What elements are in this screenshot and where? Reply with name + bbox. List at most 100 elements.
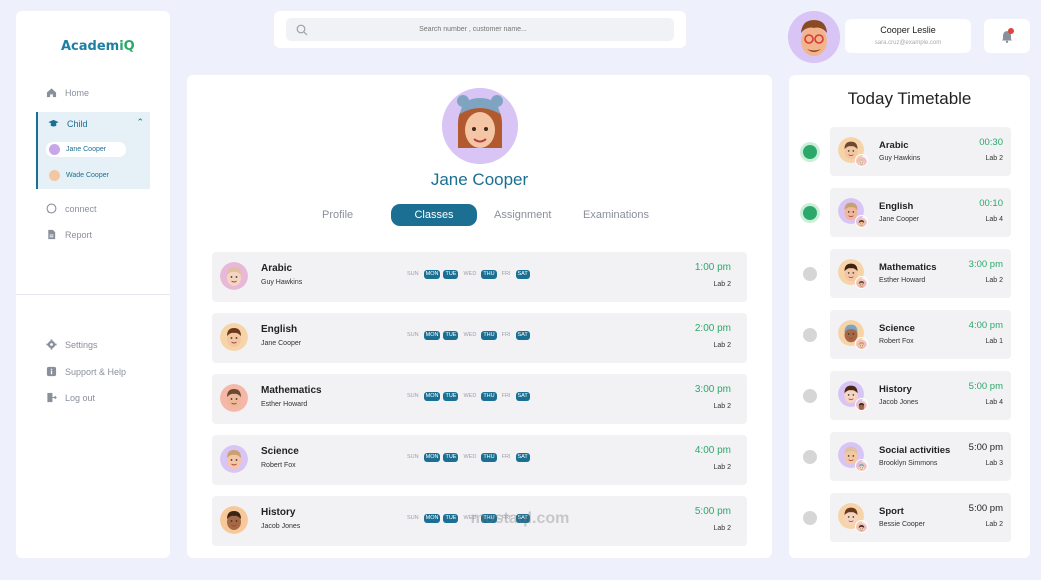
timetable-title: Today Timetable — [847, 89, 972, 108]
sidebar-item-connect[interactable]: connect — [46, 203, 97, 214]
timetable-subject: Science — [879, 323, 915, 334]
sidebar-child-group: Child ⌃ Jane Cooper Wade Cooper — [36, 112, 150, 189]
day-chip-fri: FRI — [501, 393, 511, 399]
teacher-avatar — [220, 445, 248, 473]
user-avatar[interactable] — [788, 11, 840, 63]
day-chip-tue: TUE — [443, 453, 459, 462]
sidebar-item-child[interactable]: Child — [48, 118, 88, 129]
watermark: mostaql.com — [470, 510, 570, 527]
search-field[interactable] — [286, 18, 674, 41]
class-row[interactable]: Arabic Guy Hawkins SUN MON TUE WED THU FRI SAT… — [212, 252, 747, 302]
memoji-man-icon — [788, 11, 840, 63]
timetable-item[interactable]: Science Robert Fox 4:00 pm Lab 1 — [830, 310, 1011, 359]
notifications-button[interactable] — [984, 19, 1030, 53]
day-chip-sat: SAT — [515, 270, 530, 279]
child-label: Jane Cooper — [66, 146, 107, 153]
timetable-status-dot — [803, 511, 817, 525]
timetable-item[interactable]: Sport Bessie Cooper 5:00 pm Lab 2 — [830, 493, 1011, 542]
user-card[interactable]: Cooper Leslie sara.cruz@example.com — [845, 19, 971, 53]
tab-profile[interactable]: Profile — [322, 209, 354, 221]
class-lab: Lab 2 — [713, 525, 731, 532]
user-name: Cooper Leslie — [880, 25, 936, 35]
class-row[interactable]: History Jacob Jones SUN MON TUE WED THU FRI SA… — [212, 496, 747, 546]
tab-assignment[interactable]: Assignment — [494, 209, 552, 221]
student-avatar — [855, 276, 868, 289]
timetable-time: 00:30 — [979, 137, 1003, 148]
child-jane-cooper[interactable]: Jane Cooper — [46, 142, 127, 157]
day-chip-sun: SUN — [407, 332, 419, 338]
day-chip-tue: TUE — [443, 331, 459, 340]
graduation-cap-icon — [48, 119, 59, 127]
notification-badge — [1008, 28, 1014, 34]
search-input[interactable] — [308, 26, 638, 33]
class-lab: Lab 2 — [713, 342, 731, 349]
timetable-lab: Lab 4 — [985, 216, 1003, 223]
child-wade-cooper[interactable]: Wade Cooper — [46, 168, 129, 183]
timetable-time: 5:00 pm — [968, 442, 1003, 453]
app-logo[interactable]: AcademiQ — [61, 39, 135, 54]
sidebar-item-settings[interactable]: Settings — [46, 339, 98, 350]
teacher-avatar — [220, 384, 248, 412]
timetable-teacher: Brooklyn Simmons — [879, 460, 938, 467]
document-icon — [48, 229, 56, 240]
tab-examinations[interactable]: Examinations — [583, 209, 650, 221]
class-time: 3:00 pm — [694, 384, 731, 395]
teacher-avatar — [220, 262, 248, 290]
class-row[interactable]: English Jane Cooper SUN MON TUE WED THU FRI SA… — [212, 313, 747, 363]
class-subject: History — [261, 507, 296, 518]
day-chip-sat: SAT — [515, 392, 530, 401]
timetable-subject: Mathematics — [879, 262, 937, 273]
timetable-teacher: Bessie Cooper — [879, 521, 925, 528]
timetable-status-dot — [803, 450, 817, 464]
sidebar-item-report[interactable]: Report — [46, 229, 92, 240]
timetable-lab: Lab 2 — [985, 155, 1003, 162]
student-avatar — [855, 398, 868, 411]
timetable-teacher: Robert Fox — [879, 338, 914, 345]
class-lab: Lab 2 — [713, 403, 731, 410]
sidebar-item-home[interactable]: Home — [46, 87, 89, 98]
sidebar: AcademiQ Home Child ⌃ Jane Cooper Wade C… — [16, 11, 170, 558]
sidebar-item-label: Settings — [65, 339, 98, 350]
search-bar — [274, 11, 686, 48]
day-chip-wed: WED — [463, 271, 477, 277]
day-chip-thu: THU — [481, 392, 497, 401]
day-chip-tue: TUE — [443, 270, 459, 279]
timetable-teacher: Jacob Jones — [879, 399, 919, 406]
timetable-item[interactable]: Arabic Guy Hawkins 00:30 Lab 2 — [830, 127, 1011, 176]
timetable-item[interactable]: History Jacob Jones 5:00 pm Lab 4 — [830, 371, 1011, 420]
timetable-panel: Today Timetable Arabic Guy Hawkins 00:30… — [789, 75, 1030, 558]
teacher-avatar — [220, 323, 248, 351]
day-chip-sat: SAT — [515, 453, 530, 462]
timetable-status-dot — [803, 389, 817, 403]
class-row[interactable]: Mathematics Esther Howard SUN MON TUE WED TH… — [212, 374, 747, 424]
day-chip-fri: FRI — [501, 271, 511, 277]
chevron-up-icon[interactable]: ⌃ — [136, 117, 144, 127]
timetable-item[interactable]: Mathematics Esther Howard 3:00 pm Lab 2 — [830, 249, 1011, 298]
timetable-item[interactable]: English Jane Cooper 00:10 Lab 4 — [830, 188, 1011, 237]
sidebar-item-support[interactable]: Support & Help — [46, 366, 126, 377]
main-panel: Jane Cooper Profile Classes Assignment E… — [187, 75, 772, 558]
day-chip-mon: MON — [423, 270, 441, 279]
timetable-time: 4:00 pm — [968, 320, 1003, 331]
timetable-item[interactable]: Social activities Brooklyn Simmons 5:00 … — [830, 432, 1011, 481]
day-chip-tue: TUE — [443, 514, 459, 523]
gear-icon — [46, 339, 57, 350]
timetable-time: 5:00 pm — [968, 381, 1003, 392]
class-row[interactable]: Science Robert Fox SUN MON TUE WED THU FRI SAT… — [212, 435, 747, 485]
day-chip-wed: WED — [463, 454, 477, 460]
class-time: 1:00 pm — [694, 262, 731, 273]
day-chip-thu: THU — [481, 514, 497, 523]
timetable-teacher: Esther Howard — [879, 277, 926, 284]
class-days: SUN MON TUE WED THU FRI SAT — [405, 453, 530, 462]
sidebar-item-logout[interactable]: Log out — [46, 392, 95, 403]
timetable-subject: Sport — [879, 506, 904, 517]
sidebar-item-label: Report — [65, 229, 93, 240]
class-lab: Lab 2 — [713, 281, 731, 288]
timetable-status-dot — [803, 145, 817, 159]
tab-classes[interactable]: Classes — [391, 204, 477, 226]
day-chip-thu: THU — [481, 270, 497, 279]
timetable-teacher: Jane Cooper — [879, 216, 920, 223]
class-days: SUN MON TUE WED THU FRI SAT — [405, 331, 530, 340]
day-chip-fri: FRI — [501, 454, 511, 460]
student-avatar — [855, 459, 868, 472]
